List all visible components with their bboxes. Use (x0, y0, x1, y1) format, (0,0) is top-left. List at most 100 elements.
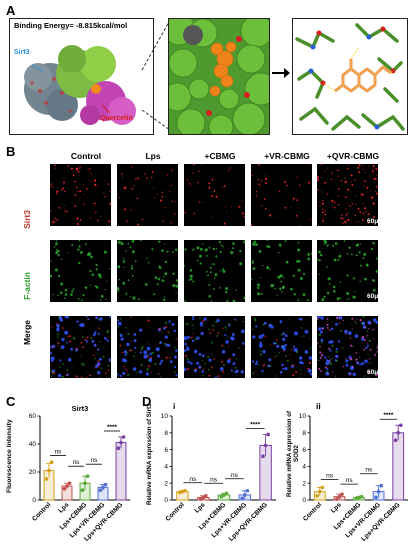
micrograph-factin-vr-cbmg (251, 240, 312, 302)
chart-di-ytick-label-5: 10 (161, 413, 169, 420)
chart-dii-point-1-0 (335, 497, 339, 501)
micrograph-merge-qvr-cbmg (317, 316, 378, 378)
chart-di-significance-3: **** (250, 421, 261, 428)
chart-di-significance-0: ns (189, 476, 197, 483)
micrograph-factin-qvr-cbmg (317, 240, 378, 302)
chart-di-point-1-0 (198, 497, 203, 501)
chart-dii-ytick-label-1: 2 (302, 480, 306, 487)
chart-dii-significance-2: ns (365, 467, 373, 474)
chart-di-subtitle: i (173, 401, 176, 411)
binding-pocket-zoom-box (168, 18, 270, 135)
chart-c-point-3-0 (98, 488, 103, 492)
sirt3-label: Sirt3 (14, 49, 30, 56)
chart-dii-point-1-1 (337, 494, 342, 499)
row-label-sirt3: Sirt3 (22, 210, 32, 229)
chart-di-ytick-label-0: 0 (164, 497, 168, 504)
chart-c-ytick-label-3: 60 (29, 413, 37, 420)
chart-c-bar-4 (115, 442, 127, 501)
chart-dii-point-1-2 (340, 492, 344, 496)
chart-di-point-3-1 (243, 493, 247, 497)
ligand-interaction-image (293, 19, 407, 134)
binding-pocket-image (169, 19, 269, 134)
chart-dii-point-0-0 (315, 494, 319, 498)
scale-label-row3: 60μm (367, 369, 384, 376)
chart-dii-point-3-1 (376, 489, 381, 494)
micrograph-merge-vr-cbmg (251, 316, 312, 378)
chart-c-point-4-1 (119, 440, 123, 445)
chart-c-point-3-1 (101, 485, 105, 490)
micrograph-merge-lps (117, 316, 178, 378)
micrograph-sirt3-control (50, 164, 111, 226)
chart-c-significance-2: ns (91, 457, 99, 464)
chart-dii-xtick-label-3: Lps+VR-CBMG (344, 501, 382, 539)
chart-dii-point-4-0 (393, 438, 398, 443)
chart-c-point-2-0 (80, 488, 85, 492)
chart-dii-ytick-label-3: 6 (302, 447, 306, 454)
chart-c-significance-3: **** (107, 424, 118, 431)
chart-dii-ytick-label-0: 0 (302, 497, 306, 504)
chart-di-point-2-1 (222, 493, 226, 497)
column-header-vr-cbmg: +VR-CBMG (264, 151, 310, 161)
chart-di-ytick-label-1: 2 (164, 480, 168, 487)
micrograph-sirt3-cbmg (184, 164, 245, 226)
chart-di-point-3-0 (240, 496, 244, 501)
chart-c-ytick-label-0: 0 (32, 497, 36, 504)
chart-c-point-1-2 (67, 481, 72, 485)
chart-di-ytick-label-2: 4 (164, 464, 168, 471)
column-header-qvr-cbmg: +QVR-CBMG (326, 151, 380, 161)
chart-dii-ytick-label-5: 10 (299, 413, 307, 420)
chart-c-xtick-label-1: Lps (57, 501, 70, 514)
column-header-cbmg: +CBMG (204, 151, 236, 161)
chart-c-point-4-2 (121, 435, 126, 439)
micrograph-sirt3-qvr-cbmg (317, 164, 378, 226)
chart-c-point-3-2 (103, 482, 108, 487)
protein-surface-image (24, 45, 136, 125)
chart-c-ytick-label-1: 20 (29, 469, 37, 476)
chart-c-point-0-0 (44, 477, 49, 481)
chart-dii-subtitle: ii (316, 401, 321, 411)
chart-di-point-1-1 (201, 495, 205, 500)
panel-label-c: C (6, 394, 16, 409)
chart-dii-ytick-label-2: 4 (302, 464, 306, 471)
chart-di-point-0-2 (183, 488, 187, 493)
chart-c-point-0-2 (49, 460, 54, 464)
chart-di-ytick-label-3: 6 (164, 447, 168, 454)
column-header-lps: Lps (145, 151, 161, 161)
chart-di-point-4-1 (263, 443, 268, 448)
chart-di-significance-2: ns (231, 472, 239, 479)
chart-c-point-2-2 (85, 474, 90, 478)
chart-di-point-4-2 (266, 432, 270, 437)
chart-c-point-1-0 (62, 487, 67, 491)
chart-dii-ytick-label-4: 8 (302, 430, 306, 437)
chart-dii-significance-3: **** (383, 412, 394, 419)
row-label-merge: Merge (22, 320, 32, 346)
scale-label-row1: 60μm (367, 218, 384, 225)
chart-c-significance-0: ns (55, 449, 63, 456)
chart-di-significance-1: ns (210, 476, 218, 483)
micrograph-factin-cbmg (184, 240, 245, 302)
chart-di-point-4-0 (261, 454, 265, 459)
chart-dii-point-2-2 (359, 494, 364, 499)
scale-label-row2: 60μm (367, 293, 384, 300)
chart-di-point-1-2 (204, 494, 208, 498)
panel-label-b: B (6, 144, 16, 159)
micrograph-merge-cbmg (184, 316, 245, 378)
chart-c-point-4-0 (116, 446, 121, 450)
chart-di-xtick-label-0: Control (165, 501, 186, 522)
chart-dii-xtick-label-0: Control (302, 501, 323, 522)
chart-dii-point-3-2 (379, 483, 383, 488)
chart-dii-bar-4 (392, 432, 405, 501)
chart-dii-xtick-label-4: Lps+QVR-CBMG (360, 501, 401, 542)
chart-di-xtick-label-1: Lps (193, 501, 206, 514)
micrograph-factin-control (50, 240, 111, 302)
scale-bar-row3 (367, 379, 392, 381)
zoom-connector-lines (141, 19, 171, 131)
chart-dii-significance-1: ns (346, 477, 354, 484)
chart-dii-point-3-0 (374, 495, 378, 500)
micrograph-factin-lps (117, 240, 178, 302)
scale-bar-row2 (367, 303, 392, 305)
chart-di-ytick-label-4: 8 (164, 430, 168, 437)
